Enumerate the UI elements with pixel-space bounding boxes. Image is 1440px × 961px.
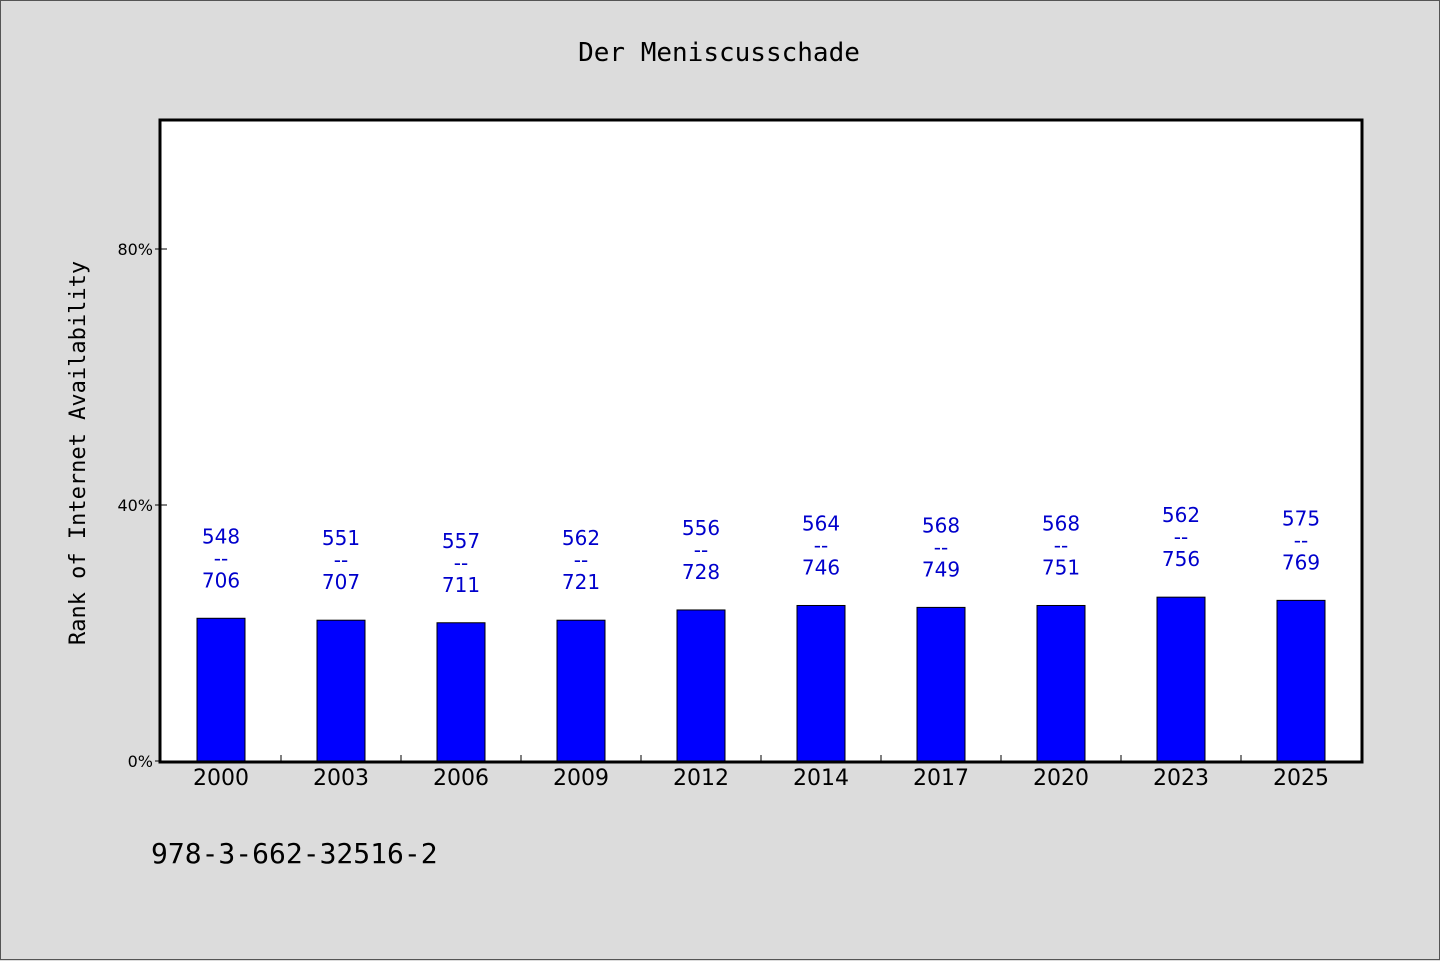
- bar-data-label: --: [1174, 525, 1188, 549]
- bar-data-label: 751: [1042, 555, 1080, 579]
- bar-data-label: 707: [322, 570, 360, 594]
- bar-data-label: 706: [202, 568, 240, 592]
- bar-2000: [196, 617, 246, 762]
- x-tick-label: 2020: [1033, 766, 1089, 791]
- bar-data-label: 575: [1282, 506, 1320, 530]
- bar-data-label: --: [454, 551, 468, 575]
- x-tick-label: 2003: [313, 766, 369, 791]
- bar-data-label: --: [694, 538, 708, 562]
- isbn-text: 978-3-662-32516-2: [151, 837, 438, 870]
- bar-data-label: 728: [682, 560, 720, 584]
- bar-data-label: 562: [1162, 503, 1200, 527]
- bar-2012: [676, 609, 726, 762]
- x-axis-ticks: 2000 2003 2006 2009 2012 2014 2017 2020 2023 2025: [193, 755, 1329, 791]
- bar-data-label: 564: [802, 511, 840, 535]
- x-tick-label: 2012: [673, 766, 729, 791]
- bar-labels-group: 548--706551--707557--711562--721556--728…: [202, 503, 1320, 597]
- x-tick-label: 2014: [793, 766, 849, 791]
- x-tick-label: 2023: [1153, 766, 1209, 791]
- bar-2009: [556, 619, 606, 762]
- bar-data-label: --: [214, 546, 228, 570]
- bar-data-label: 548: [202, 524, 240, 548]
- y-tick-label: 80%: [117, 240, 153, 259]
- bar-data-label: --: [334, 548, 348, 572]
- y-tick-label: 0%: [128, 752, 153, 771]
- bar-data-label: 556: [682, 516, 720, 540]
- bar-data-label: 721: [562, 570, 600, 594]
- y-axis-label: Rank of Internet Availability: [66, 261, 91, 645]
- chart-title: Der Meniscusschade: [578, 38, 860, 68]
- x-tick-label: 2017: [913, 766, 969, 791]
- bar-data-label: 568: [922, 513, 960, 537]
- bar-data-label: --: [574, 548, 588, 572]
- bar-data-label: --: [934, 535, 948, 559]
- bar-data-label: --: [814, 533, 828, 557]
- bar-data-label: --: [1294, 528, 1308, 552]
- bar-data-label: --: [1054, 533, 1068, 557]
- bar-data-label: 756: [1162, 547, 1200, 571]
- bar-data-label: 568: [1042, 511, 1080, 535]
- bar-2003: [316, 619, 366, 762]
- bar-2017: [916, 606, 966, 762]
- bar-2025: [1276, 599, 1326, 762]
- bar-data-label: 562: [562, 526, 600, 550]
- y-axis-ticks: 0% 40% 80%: [117, 240, 167, 771]
- bar-data-label: 749: [922, 557, 960, 581]
- bar-2023: [1156, 596, 1206, 762]
- x-tick-label: 2006: [433, 766, 489, 791]
- bar-data-label: 711: [442, 573, 480, 597]
- bars-group: [196, 596, 1326, 762]
- bar-data-label: 551: [322, 526, 360, 550]
- bar-2006: [436, 622, 486, 762]
- bar-data-label: 557: [442, 529, 480, 553]
- bar-data-label: 746: [802, 555, 840, 579]
- bar-2020: [1036, 604, 1086, 762]
- x-tick-label: 2009: [553, 766, 609, 791]
- y-tick-label: 40%: [117, 496, 153, 515]
- x-tick-label: 2025: [1273, 766, 1329, 791]
- bar-data-label: 769: [1282, 550, 1320, 574]
- bar-2014: [796, 604, 846, 762]
- x-tick-label: 2000: [193, 766, 249, 791]
